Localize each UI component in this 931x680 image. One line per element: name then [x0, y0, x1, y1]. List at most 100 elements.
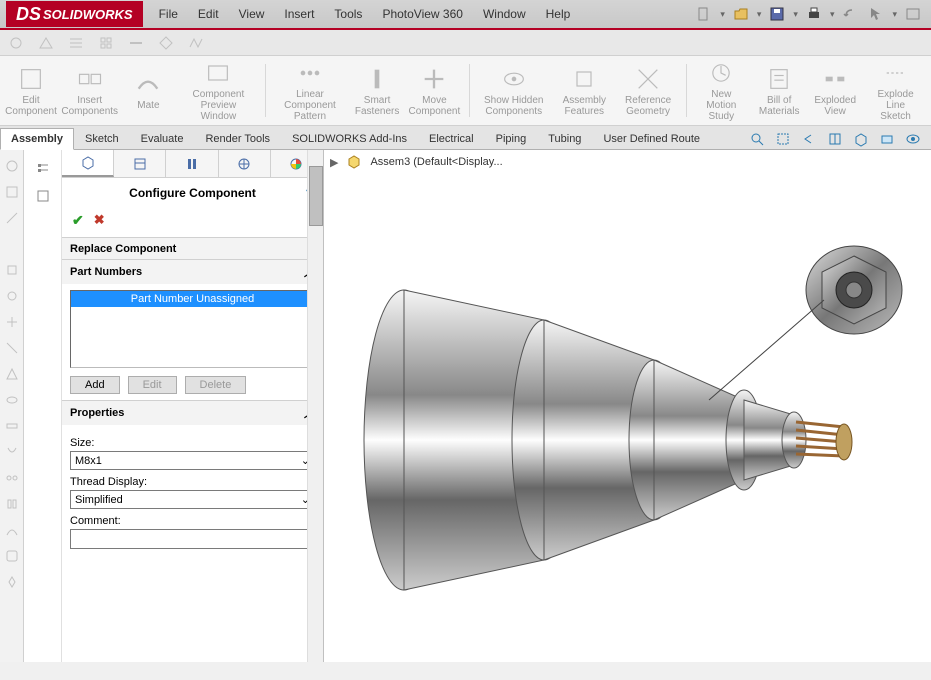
- select-icon[interactable]: [866, 4, 886, 24]
- tab-electrical[interactable]: Electrical: [418, 128, 485, 149]
- tab-user-route[interactable]: User Defined Route: [592, 128, 711, 149]
- flyout-icon[interactable]: [33, 186, 53, 206]
- ptab-features[interactable]: [62, 150, 114, 177]
- rail-icon[interactable]: [2, 364, 22, 384]
- ds-logo-icon: DS: [16, 4, 41, 25]
- rib-smart-fasteners[interactable]: Smart Fasteners: [352, 60, 402, 121]
- feature-tree-icon[interactable]: [33, 158, 53, 178]
- rib-exploded-view[interactable]: Exploded View: [810, 60, 860, 121]
- qa-icon-1[interactable]: [6, 33, 26, 53]
- part-number-list[interactable]: Part Number Unassigned: [70, 290, 315, 368]
- tab-sketch[interactable]: Sketch: [74, 128, 130, 149]
- rail-icon[interactable]: [2, 468, 22, 488]
- ptab-property[interactable]: [114, 150, 166, 177]
- menu-file[interactable]: File: [149, 3, 188, 25]
- rib-preview-window[interactable]: Component Preview Window: [179, 60, 257, 121]
- panel-scrollbar[interactable]: [307, 150, 323, 662]
- command-ribbon: Edit Component Insert Components Mate Co…: [0, 56, 931, 126]
- rail-icon[interactable]: [2, 338, 22, 358]
- cancel-button[interactable]: ✖: [94, 212, 105, 229]
- pin-icon[interactable]: [580, 4, 600, 24]
- menu-view[interactable]: View: [229, 3, 275, 25]
- rebuild-icon[interactable]: [903, 4, 923, 24]
- rib-explode-line-sketch[interactable]: Explode Line Sketch: [866, 60, 925, 121]
- rail-icon[interactable]: [2, 442, 22, 462]
- section-properties[interactable]: Properties ︿: [62, 401, 323, 425]
- rail-icon[interactable]: [2, 546, 22, 566]
- save-icon[interactable]: [767, 4, 787, 24]
- property-manager-panel: Configure Component ? ✔ ✖ Replace Compon…: [24, 150, 324, 662]
- rib-bom[interactable]: Bill of Materials: [754, 60, 804, 121]
- tab-piping[interactable]: Piping: [485, 128, 538, 149]
- rail-icon[interactable]: [2, 156, 22, 176]
- rib-ref-geometry[interactable]: Reference Geometry: [618, 60, 678, 121]
- rail-icon[interactable]: [2, 182, 22, 202]
- qa-icon-5[interactable]: [126, 33, 146, 53]
- new-doc-icon[interactable]: [694, 4, 714, 24]
- rail-icon[interactable]: [2, 416, 22, 436]
- tab-render-tools[interactable]: Render Tools: [194, 128, 281, 149]
- rib-motion-study[interactable]: New Motion Study: [694, 60, 748, 121]
- rail-icon[interactable]: [2, 494, 22, 514]
- menu-edit[interactable]: Edit: [188, 3, 229, 25]
- prev-view-icon[interactable]: [799, 129, 819, 149]
- menu-photoview[interactable]: PhotoView 360: [372, 3, 473, 25]
- ok-button[interactable]: ✔: [72, 212, 84, 229]
- rail-icon[interactable]: [2, 260, 22, 280]
- rib-mate[interactable]: Mate: [123, 60, 173, 121]
- panel-body: Configure Component ? ✔ ✖ Replace Compon…: [62, 150, 323, 662]
- panel-nav-icons: [24, 150, 62, 662]
- menu-tools[interactable]: Tools: [324, 3, 372, 25]
- rib-assembly-features[interactable]: Assembly Features: [556, 60, 612, 121]
- zoom-area-icon[interactable]: [773, 129, 793, 149]
- zoom-fit-icon[interactable]: [747, 129, 767, 149]
- tab-tubing[interactable]: Tubing: [537, 128, 592, 149]
- hide-show-icon[interactable]: [903, 129, 923, 149]
- ptab-config[interactable]: [166, 150, 218, 177]
- rib-show-hidden[interactable]: Show Hidden Components: [477, 60, 550, 121]
- section-part-numbers[interactable]: Part Numbers ︿: [62, 260, 323, 284]
- menu-insert[interactable]: Insert: [274, 3, 324, 25]
- rail-icon[interactable]: [2, 572, 22, 592]
- menu-help[interactable]: Help: [536, 3, 581, 25]
- list-item[interactable]: Part Number Unassigned: [71, 291, 314, 307]
- view-orient-icon[interactable]: [851, 129, 871, 149]
- scroll-thumb[interactable]: [309, 166, 323, 226]
- tab-assembly[interactable]: Assembly: [0, 128, 74, 150]
- rib-edit-component[interactable]: Edit Component: [6, 60, 56, 121]
- tab-evaluate[interactable]: Evaluate: [130, 128, 195, 149]
- thread-display-dropdown[interactable]: Simplified ⌄: [70, 490, 315, 509]
- undo-icon[interactable]: [840, 4, 860, 24]
- size-dropdown[interactable]: M8x1 ⌄: [70, 451, 315, 470]
- rail-icon[interactable]: [2, 312, 22, 332]
- rib-move-component[interactable]: Move Component: [408, 60, 461, 121]
- rail-icon[interactable]: [2, 208, 22, 228]
- qa-icon-2[interactable]: [36, 33, 56, 53]
- breadcrumb-doc[interactable]: Assem3 (Default<Display...: [370, 156, 502, 168]
- rib-insert-components[interactable]: Insert Components: [62, 60, 117, 121]
- open-icon[interactable]: [731, 4, 751, 24]
- edit-button[interactable]: Edit: [128, 376, 177, 394]
- tab-addins[interactable]: SOLIDWORKS Add-Ins: [281, 128, 418, 149]
- ptab-dim[interactable]: [219, 150, 271, 177]
- display-style-icon[interactable]: [877, 129, 897, 149]
- breadcrumb-arrow-icon[interactable]: ▶: [330, 156, 338, 169]
- print-icon[interactable]: [804, 4, 824, 24]
- qa-icon-6[interactable]: [156, 33, 176, 53]
- left-icon-rail: [0, 150, 24, 662]
- section-view-icon[interactable]: [825, 129, 845, 149]
- qa-icon-7[interactable]: [186, 33, 206, 53]
- delete-button[interactable]: Delete: [185, 376, 247, 394]
- add-button[interactable]: Add: [70, 376, 120, 394]
- rail-icon[interactable]: [2, 390, 22, 410]
- qa-icon-3[interactable]: [66, 33, 86, 53]
- rail-icon[interactable]: [2, 286, 22, 306]
- section-replace-component[interactable]: Replace Component ⌄: [62, 238, 323, 259]
- panel-tabs: [62, 150, 323, 178]
- rail-icon[interactable]: [2, 520, 22, 540]
- comment-input[interactable]: [70, 529, 315, 549]
- menu-window[interactable]: Window: [473, 3, 536, 25]
- 3d-viewport[interactable]: ▶ Assem3 (Default<Display...: [324, 150, 931, 662]
- rib-linear-pattern[interactable]: Linear Component Pattern: [274, 60, 346, 121]
- qa-icon-4[interactable]: [96, 33, 116, 53]
